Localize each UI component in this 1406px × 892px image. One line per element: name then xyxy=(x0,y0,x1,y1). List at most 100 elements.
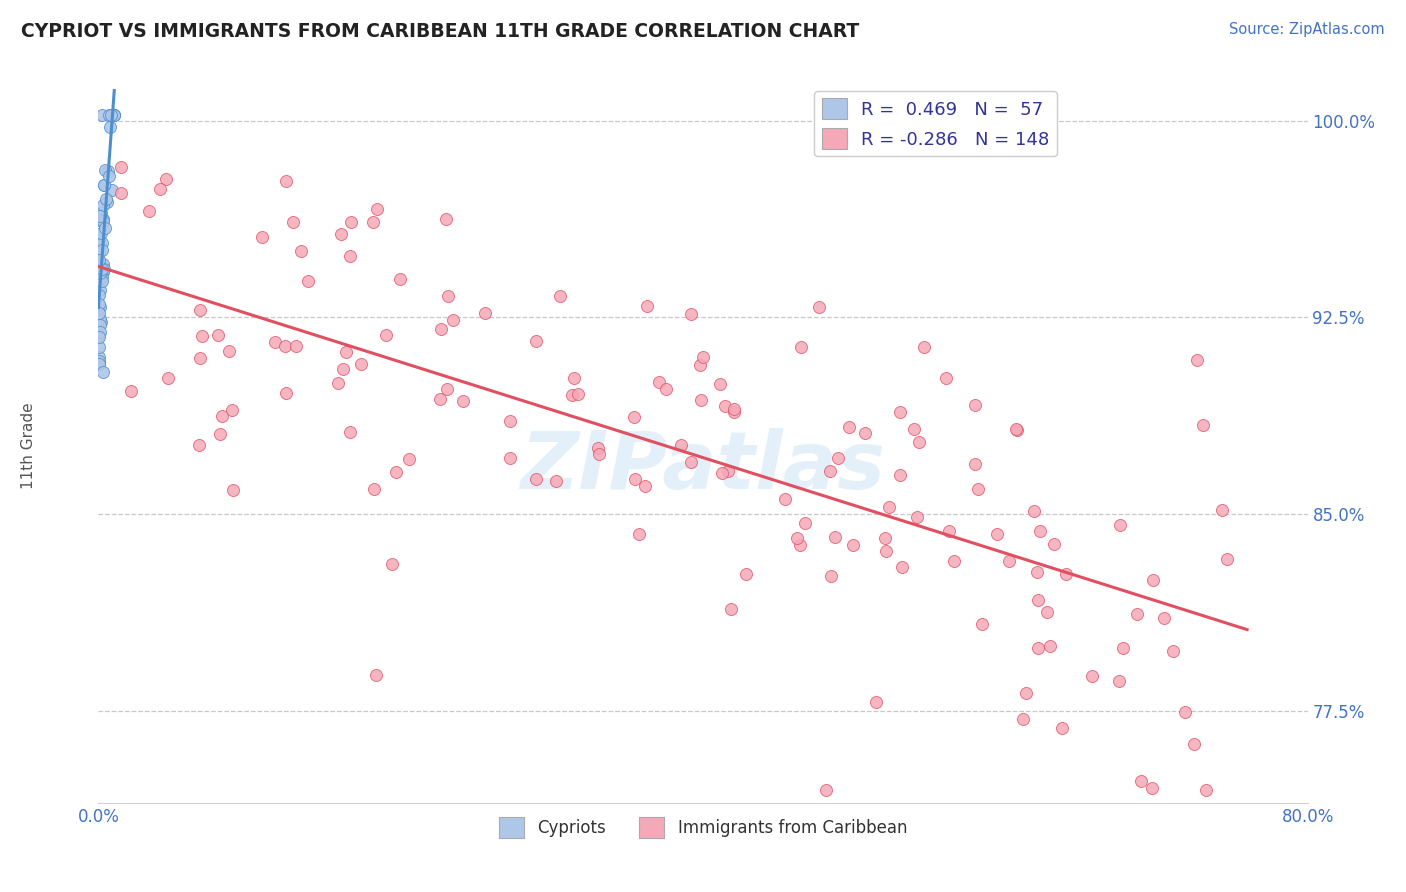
Y-axis label: 11th Grade: 11th Grade xyxy=(21,402,37,490)
Point xyxy=(1126,607,1149,621)
Point xyxy=(908,434,931,449)
Point xyxy=(90,275,112,289)
Point xyxy=(103,108,125,122)
Point xyxy=(790,340,813,354)
Point xyxy=(285,339,308,353)
Point xyxy=(723,405,745,419)
Point xyxy=(100,108,122,122)
Point xyxy=(692,350,714,364)
Point xyxy=(814,782,837,797)
Point xyxy=(89,212,111,227)
Point xyxy=(891,560,914,574)
Point xyxy=(1153,611,1175,625)
Point xyxy=(1195,782,1218,797)
Point xyxy=(90,226,112,240)
Point xyxy=(89,300,111,314)
Point xyxy=(110,186,132,200)
Point xyxy=(188,351,211,366)
Point xyxy=(89,272,111,286)
Point xyxy=(89,266,111,280)
Point xyxy=(717,465,740,479)
Point xyxy=(89,233,111,247)
Text: ZIPatlas: ZIPatlas xyxy=(520,428,886,507)
Point xyxy=(820,569,842,583)
Point xyxy=(389,272,412,286)
Point xyxy=(263,335,285,350)
Point xyxy=(970,616,993,631)
Point xyxy=(94,162,117,177)
Point xyxy=(89,340,111,354)
Point xyxy=(89,358,111,372)
Point xyxy=(1015,686,1038,700)
Point xyxy=(793,516,815,530)
Point xyxy=(713,399,735,413)
Point xyxy=(157,370,180,384)
Point xyxy=(91,265,114,279)
Point xyxy=(986,527,1008,541)
Point xyxy=(326,376,349,391)
Point xyxy=(808,300,831,314)
Point xyxy=(648,375,671,389)
Point xyxy=(101,183,124,197)
Point xyxy=(89,209,111,223)
Point xyxy=(93,262,115,277)
Point xyxy=(89,244,111,259)
Point xyxy=(1022,504,1045,518)
Point xyxy=(827,451,849,466)
Point xyxy=(935,371,957,385)
Point xyxy=(363,482,385,496)
Point xyxy=(335,345,357,359)
Point xyxy=(94,193,117,207)
Point xyxy=(96,164,118,178)
Point xyxy=(89,252,111,267)
Point xyxy=(873,531,896,545)
Point xyxy=(903,422,925,436)
Point xyxy=(550,289,572,303)
Point xyxy=(966,483,988,497)
Point xyxy=(332,362,354,376)
Point xyxy=(588,447,610,461)
Point xyxy=(91,365,114,379)
Point xyxy=(297,274,319,288)
Point xyxy=(381,558,404,572)
Point xyxy=(938,524,960,538)
Point xyxy=(89,311,111,326)
Point xyxy=(623,410,645,425)
Point xyxy=(101,108,124,122)
Point xyxy=(398,451,420,466)
Text: CYPRIOT VS IMMIGRANTS FROM CARIBBEAN 11TH GRADE CORRELATION CHART: CYPRIOT VS IMMIGRANTS FROM CARIBBEAN 11T… xyxy=(21,22,859,41)
Point xyxy=(90,235,112,250)
Point xyxy=(1054,566,1077,581)
Point xyxy=(89,325,111,339)
Point xyxy=(681,455,703,469)
Point xyxy=(97,169,120,184)
Point xyxy=(89,263,111,277)
Point xyxy=(1028,524,1050,538)
Point xyxy=(211,409,233,423)
Point xyxy=(91,211,114,226)
Point xyxy=(222,483,245,497)
Point xyxy=(430,322,453,336)
Point xyxy=(963,457,986,471)
Point xyxy=(905,510,928,524)
Point xyxy=(1081,669,1104,683)
Point xyxy=(94,220,117,235)
Point xyxy=(912,340,935,354)
Point xyxy=(1012,712,1035,726)
Point xyxy=(628,526,651,541)
Point xyxy=(91,198,114,212)
Point xyxy=(499,450,522,465)
Point xyxy=(89,297,111,311)
Point xyxy=(98,108,121,122)
Point xyxy=(385,465,408,479)
Point xyxy=(90,243,112,257)
Point xyxy=(149,182,172,196)
Point xyxy=(624,472,647,486)
Point xyxy=(562,371,585,385)
Point xyxy=(586,441,609,455)
Point xyxy=(1111,640,1133,655)
Point xyxy=(1108,674,1130,689)
Point xyxy=(366,202,388,216)
Point xyxy=(221,402,243,417)
Point xyxy=(138,203,160,218)
